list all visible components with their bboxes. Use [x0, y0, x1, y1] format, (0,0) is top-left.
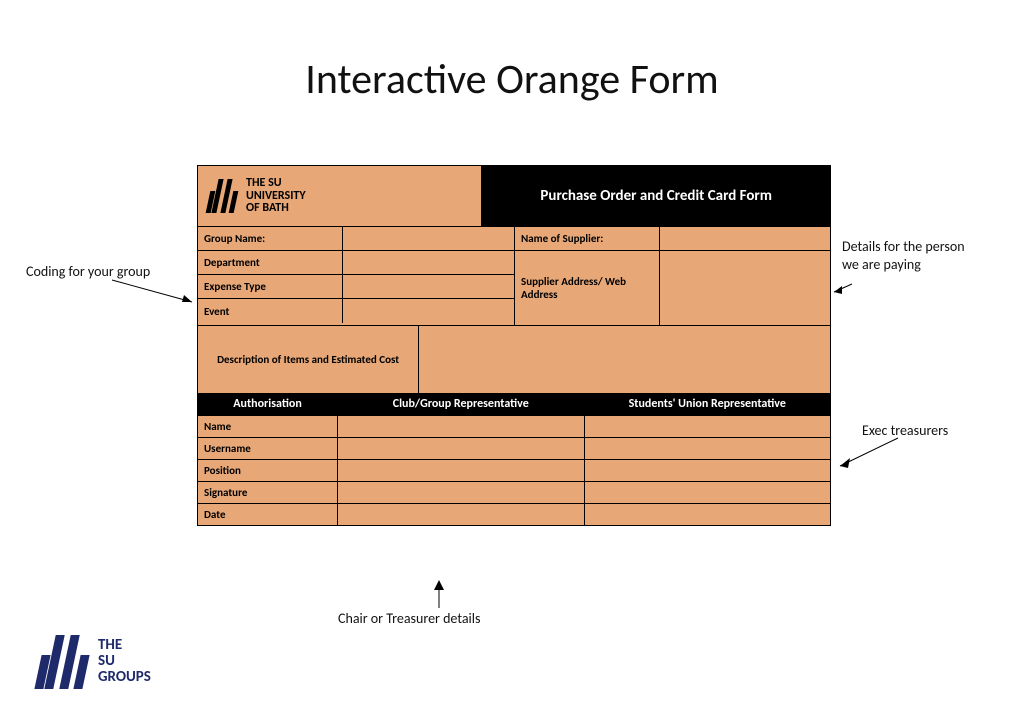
- upper-grid-right: Name of Supplier: Supplier Address/ Web …: [514, 227, 830, 325]
- label-description: Description of Items and Estimated Cost: [198, 326, 419, 393]
- auth-header-col-3: Students' Union Representative: [584, 393, 831, 415]
- su-logo-text: THE SU UNIVERSITY OF BATH: [246, 177, 306, 215]
- auth-label-name: Name: [198, 416, 337, 437]
- auth-row-date: Date: [198, 503, 830, 525]
- auth-row-name: Name: [198, 415, 830, 437]
- auth-label-position: Position: [198, 460, 337, 481]
- row-supplier-address: Supplier Address/ Web Address: [515, 251, 830, 325]
- input-expense-type[interactable]: [343, 275, 514, 298]
- auth-signature-club[interactable]: [337, 482, 583, 503]
- purchase-order-form: THE SU UNIVERSITY OF BATH Purchase Order…: [197, 165, 831, 526]
- auth-date-club[interactable]: [337, 504, 583, 525]
- label-department: Department: [198, 251, 343, 274]
- form-header: THE SU UNIVERSITY OF BATH Purchase Order…: [198, 166, 830, 226]
- page: Interactive Orange Form THE SU UNIVERSIT…: [0, 0, 1024, 709]
- auth-username-club[interactable]: [337, 438, 583, 459]
- auth-username-su[interactable]: [584, 438, 831, 459]
- form-header-title: Purchase Order and Credit Card Form: [482, 166, 830, 226]
- auth-header-col-2: Club/Group Representative: [337, 393, 583, 415]
- input-event[interactable]: [343, 299, 514, 323]
- arrow-coding-icon: [110, 278, 200, 308]
- su-groups-logo-text: THE SU GROUPS: [98, 638, 151, 685]
- description-row: Description of Items and Estimated Cost: [198, 325, 830, 393]
- su-groups-logo: THE SU GROUPS: [38, 635, 151, 689]
- arrow-exec-icon: [834, 436, 904, 472]
- label-event: Event: [198, 299, 343, 323]
- auth-row-position: Position: [198, 459, 830, 481]
- callout-supplier-details: Details for the person we are paying: [842, 238, 982, 273]
- label-supplier: Name of Supplier:: [515, 227, 660, 250]
- row-group-name: Group Name:: [198, 227, 514, 251]
- auth-position-su[interactable]: [584, 460, 831, 481]
- logo-line-1: THE SU: [246, 177, 306, 190]
- label-supplier-address: Supplier Address/ Web Address: [515, 251, 660, 325]
- upper-grid: Group Name: Department Expense Type Even…: [198, 226, 830, 325]
- auth-position-club[interactable]: [337, 460, 583, 481]
- input-group-name[interactable]: [343, 227, 514, 250]
- form-header-logo-cell: THE SU UNIVERSITY OF BATH: [198, 166, 482, 226]
- input-supplier[interactable]: [660, 227, 830, 250]
- auth-label-date: Date: [198, 504, 337, 525]
- auth-date-su[interactable]: [584, 504, 831, 525]
- row-department: Department: [198, 251, 514, 275]
- arrow-supplier-icon: [830, 282, 854, 296]
- row-expense-type: Expense Type: [198, 275, 514, 299]
- arrow-chair-icon: [432, 578, 446, 610]
- su-logo-icon: [208, 179, 236, 213]
- auth-label-signature: Signature: [198, 482, 337, 503]
- auth-header-col-1: Authorisation: [198, 393, 337, 415]
- auth-row-username: Username: [198, 437, 830, 459]
- input-department[interactable]: [343, 251, 514, 274]
- auth-row-signature: Signature: [198, 481, 830, 503]
- auth-name-su[interactable]: [584, 416, 831, 437]
- authorisation-header: Authorisation Club/Group Representative …: [198, 393, 830, 415]
- btm-logo-line-3: GROUPS: [98, 670, 151, 686]
- su-groups-logo-icon: [38, 635, 86, 689]
- input-description[interactable]: [419, 326, 830, 393]
- auth-signature-su[interactable]: [584, 482, 831, 503]
- input-supplier-address[interactable]: [660, 251, 830, 325]
- upper-grid-left: Group Name: Department Expense Type Even…: [198, 227, 514, 325]
- label-expense-type: Expense Type: [198, 275, 343, 298]
- label-group-name: Group Name:: [198, 227, 343, 250]
- row-supplier: Name of Supplier:: [515, 227, 830, 251]
- auth-name-club[interactable]: [337, 416, 583, 437]
- row-event: Event: [198, 299, 514, 323]
- callout-chair-treasurer: Chair or Treasurer details: [338, 610, 480, 628]
- auth-label-username: Username: [198, 438, 337, 459]
- page-title: Interactive Orange Form: [0, 54, 1024, 105]
- logo-line-3: OF BATH: [246, 202, 306, 215]
